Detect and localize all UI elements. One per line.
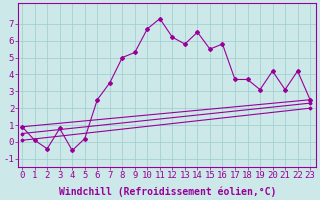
X-axis label: Windchill (Refroidissement éolien,°C): Windchill (Refroidissement éolien,°C) [59,186,276,197]
